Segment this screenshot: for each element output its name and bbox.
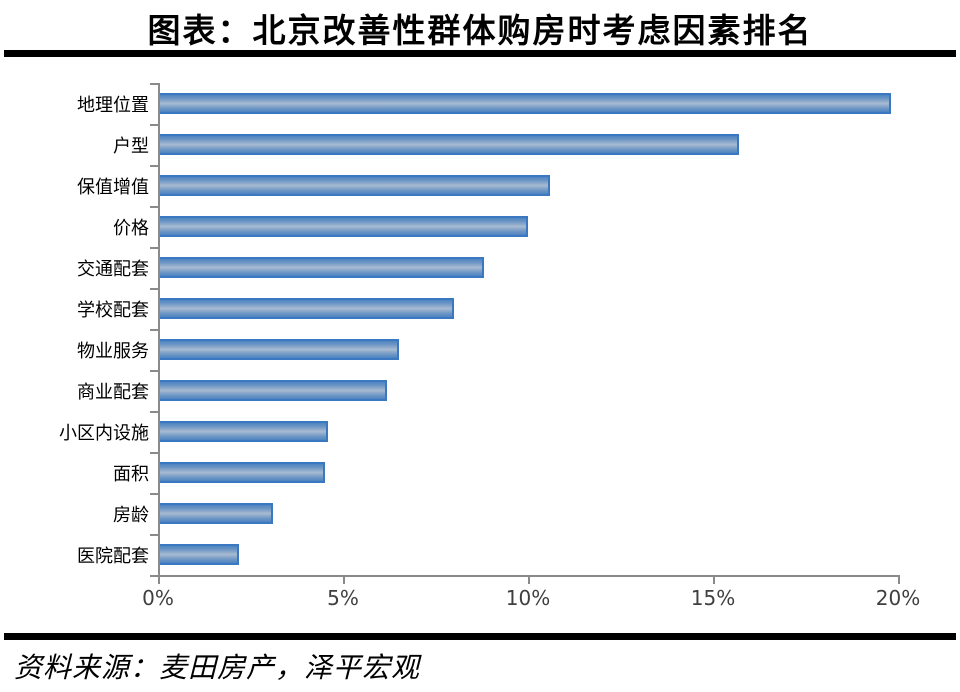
- category-label: 户型: [113, 135, 149, 157]
- y-axis-tick: [150, 288, 158, 290]
- bar-row: 小区内设施: [0, 411, 898, 452]
- y-axis-tick: [150, 247, 158, 249]
- bar-chart: 地理位置户型保值增值价格交通配套学校配套物业服务商业配套小区内设施面积房龄医院配…: [0, 70, 960, 630]
- bar-track: [158, 534, 898, 575]
- bar-track: [158, 493, 898, 534]
- category-label: 交通配套: [77, 258, 149, 280]
- bar: [158, 421, 329, 442]
- category-label: 地理位置: [77, 94, 149, 116]
- bar-row: 学校配套: [0, 288, 898, 329]
- bar-row: 房龄: [0, 493, 898, 534]
- bar-row: 商业配套: [0, 370, 898, 411]
- bar-row: 价格: [0, 206, 898, 247]
- bar: [158, 503, 273, 524]
- y-axis-tick: [150, 329, 158, 331]
- x-axis-tick: [713, 575, 715, 584]
- bar-row: 保值增值: [0, 165, 898, 206]
- y-axis-tick: [150, 206, 158, 208]
- bar: [158, 380, 388, 401]
- bar-rows: 地理位置户型保值增值价格交通配套学校配套物业服务商业配套小区内设施面积房龄医院配…: [0, 83, 898, 575]
- source-note: 资料来源：麦田房产，泽平宏观: [14, 651, 421, 684]
- bar-row: 医院配套: [0, 534, 898, 575]
- y-axis: [158, 83, 160, 575]
- y-axis-tick: [150, 493, 158, 495]
- x-tick-label: 20%: [875, 586, 921, 610]
- bar-track: [158, 206, 898, 247]
- bar-track: [158, 288, 898, 329]
- y-axis-tick: [150, 411, 158, 413]
- y-axis-tick: [150, 83, 158, 85]
- y-axis-tick: [150, 534, 158, 536]
- bar-track: [158, 165, 898, 206]
- bar-row: 户型: [0, 124, 898, 165]
- bar-track: [158, 452, 898, 493]
- category-label: 房龄: [113, 504, 149, 526]
- category-label: 学校配套: [77, 299, 149, 321]
- y-axis-tick: [150, 575, 158, 577]
- bar-track: [158, 124, 898, 165]
- bar-row: 交通配套: [0, 247, 898, 288]
- category-label: 物业服务: [77, 340, 149, 362]
- bar: [158, 544, 240, 565]
- y-axis-tick: [150, 165, 158, 167]
- y-axis-tick: [150, 370, 158, 372]
- bar: [158, 257, 484, 278]
- x-axis-tick: [898, 575, 900, 584]
- bottom-divider: [4, 633, 956, 640]
- x-tick-label: 0%: [142, 586, 174, 610]
- bar-track: [158, 83, 898, 124]
- category-label: 价格: [113, 217, 149, 239]
- x-axis-tick: [158, 575, 160, 584]
- category-label: 医院配套: [77, 545, 149, 567]
- bar: [158, 216, 528, 237]
- x-tick-label: 15%: [690, 586, 736, 610]
- x-axis-tick: [528, 575, 530, 584]
- bar-row: 地理位置: [0, 83, 898, 124]
- y-axis-tick: [150, 124, 158, 126]
- bar: [158, 134, 739, 155]
- category-label: 面积: [113, 463, 149, 485]
- bar: [158, 175, 551, 196]
- bar-row: 面积: [0, 452, 898, 493]
- x-tick-label: 10%: [505, 586, 551, 610]
- x-axis-tick: [343, 575, 345, 584]
- bar-track: [158, 370, 898, 411]
- x-tick-label: 5%: [327, 586, 359, 610]
- bar: [158, 462, 325, 483]
- category-label: 保值增值: [77, 176, 149, 198]
- bar-track: [158, 411, 898, 452]
- bar: [158, 339, 399, 360]
- bar-track: [158, 329, 898, 370]
- chart-title: 图表：北京改善性群体购房时考虑因素排名: [147, 11, 813, 50]
- bar: [158, 93, 891, 114]
- category-label: 小区内设施: [59, 422, 149, 444]
- bar-row: 物业服务: [0, 329, 898, 370]
- bar-track: [158, 247, 898, 288]
- category-label: 商业配套: [77, 381, 149, 403]
- bar: [158, 298, 454, 319]
- y-axis-tick: [150, 452, 158, 454]
- top-divider: [4, 50, 956, 57]
